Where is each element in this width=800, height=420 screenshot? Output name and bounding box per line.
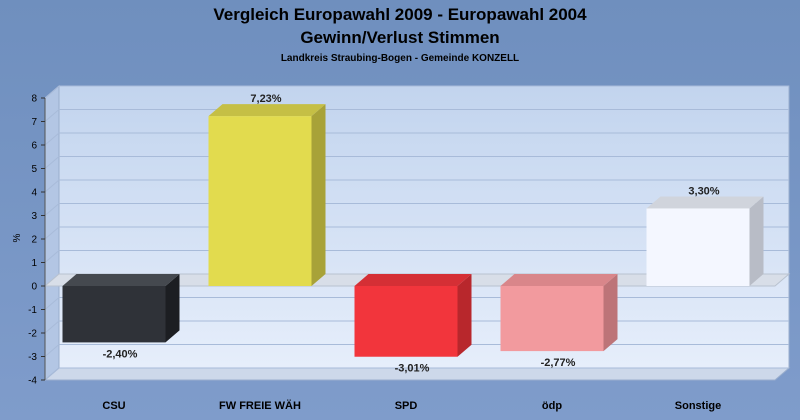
bars — [62, 104, 764, 357]
value-label: 3,30% — [688, 185, 719, 197]
bar — [62, 274, 180, 343]
gridline-diag — [44, 109, 60, 122]
bar-side — [603, 274, 618, 352]
y-tick-label: -2 — [28, 329, 37, 340]
y-axis-label: % — [12, 233, 23, 242]
bar-top — [646, 196, 764, 209]
bar-side — [311, 104, 326, 286]
value-label: -3,01% — [395, 363, 430, 375]
bar-front — [500, 286, 604, 352]
gridline-diag — [44, 226, 60, 240]
y-tick-label: 7 — [31, 117, 37, 128]
gridline-diag — [44, 179, 60, 193]
chart-title-line1: Vergleich Europawahl 2009 - Europawahl 2… — [213, 5, 587, 24]
bar-top — [208, 104, 326, 117]
x-tick-label: SPD — [395, 400, 418, 412]
bar-top — [354, 274, 472, 286]
chart-title-line2: Gewinn/Verlust Stimmen — [300, 28, 500, 47]
x-tick-label: FW FREIE WÄH — [219, 399, 301, 412]
bar-top — [62, 274, 180, 286]
bar-front — [646, 208, 750, 286]
bar — [500, 274, 618, 352]
gridline-diag — [44, 132, 60, 146]
y-tick-label: -3 — [28, 352, 37, 363]
y-axis: -4 -3 -2 -1 0 1 2 3 4 5 6 7 8% — [12, 94, 46, 387]
bar-side — [749, 196, 764, 286]
gridline-diag — [44, 344, 60, 357]
y-tick-label: 1 — [31, 258, 37, 269]
y-tick-label: 6 — [31, 141, 37, 152]
bar-side — [457, 274, 472, 357]
labels: -2,40% CSU 7,23% FW FREIE WÄH -3,01% SPD -2,77… — [102, 93, 721, 412]
gridline-diag — [44, 297, 60, 310]
gridline-diag — [44, 85, 60, 99]
bar — [208, 104, 326, 286]
x-tick-label: CSU — [102, 400, 125, 412]
bar-front — [62, 286, 166, 343]
gridline-diag — [44, 203, 60, 216]
gridline-diag — [44, 367, 60, 381]
bar-side — [165, 274, 180, 343]
y-tick-label: 2 — [31, 235, 37, 246]
y-tick-label: 5 — [31, 164, 37, 175]
gridline-diag — [44, 320, 60, 334]
value-label: -2,40% — [103, 348, 138, 360]
x-tick-label: ödp — [542, 400, 562, 412]
bar-front — [354, 286, 458, 357]
y-tick-label: 3 — [31, 211, 37, 222]
gridline-diag — [44, 156, 60, 169]
value-label: 7,23% — [250, 93, 281, 105]
bar-top — [500, 274, 618, 286]
y-tick-label: 4 — [31, 188, 37, 199]
y-tick-label: 8 — [31, 94, 37, 105]
gridline-diag — [44, 250, 60, 263]
value-label: -2,77% — [541, 357, 576, 369]
x-tick-label: Sonstige — [675, 400, 721, 412]
bar — [354, 274, 472, 357]
y-tick-label: 0 — [31, 282, 37, 293]
chart-subtitle: Landkreis Straubing-Bogen - Gemeinde KON… — [280, 53, 520, 64]
bar-front — [208, 116, 312, 286]
y-tick-label: -4 — [28, 376, 37, 387]
y-tick-label: -1 — [28, 305, 37, 316]
bar — [646, 196, 764, 286]
